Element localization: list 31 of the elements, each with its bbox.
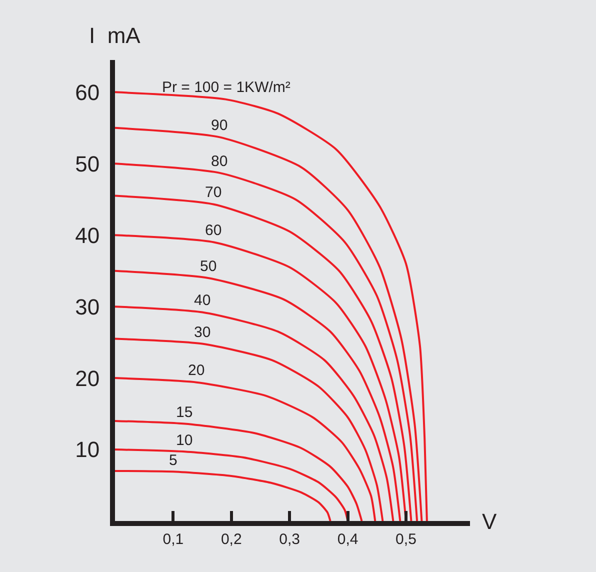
series-label: 40 [194,292,211,309]
line-series [115,377,376,521]
series-label: 20 [188,362,205,379]
series-label: 5 [169,452,178,469]
x-tick-label: 0,4 [337,531,358,548]
y-tick-label: 50 [75,151,100,176]
series-label: 90 [211,117,228,134]
series-label: 60 [205,222,222,239]
series-label: 80 [211,153,228,170]
x-tick-label: 0,5 [396,531,416,548]
x-tick-label: 0,2 [220,531,242,548]
y-tick-label: 30 [75,294,100,320]
series-label: 15 [176,404,193,421]
x-tick-label: 0,3 [279,531,300,548]
line-series [115,448,349,521]
y-tick-label: 20 [75,366,100,391]
line-series [115,470,332,521]
series-label: Pr = 100 = 1KW/m² [162,79,290,96]
y-tick-label: 60 [75,80,100,105]
y-axis-title: I mA [89,23,141,48]
line-series [115,306,394,521]
series-label: 30 [194,324,211,341]
y-tick-label: 40 [75,222,100,248]
y-tick-label: 10 [75,437,100,462]
line-series [115,338,384,521]
series-label: 70 [205,184,222,201]
series-label: 10 [176,432,193,449]
x-tick-label: 0,1 [162,531,184,548]
x-axis-title: V [482,509,497,534]
series-label: 50 [200,258,217,275]
line-series [115,420,363,521]
